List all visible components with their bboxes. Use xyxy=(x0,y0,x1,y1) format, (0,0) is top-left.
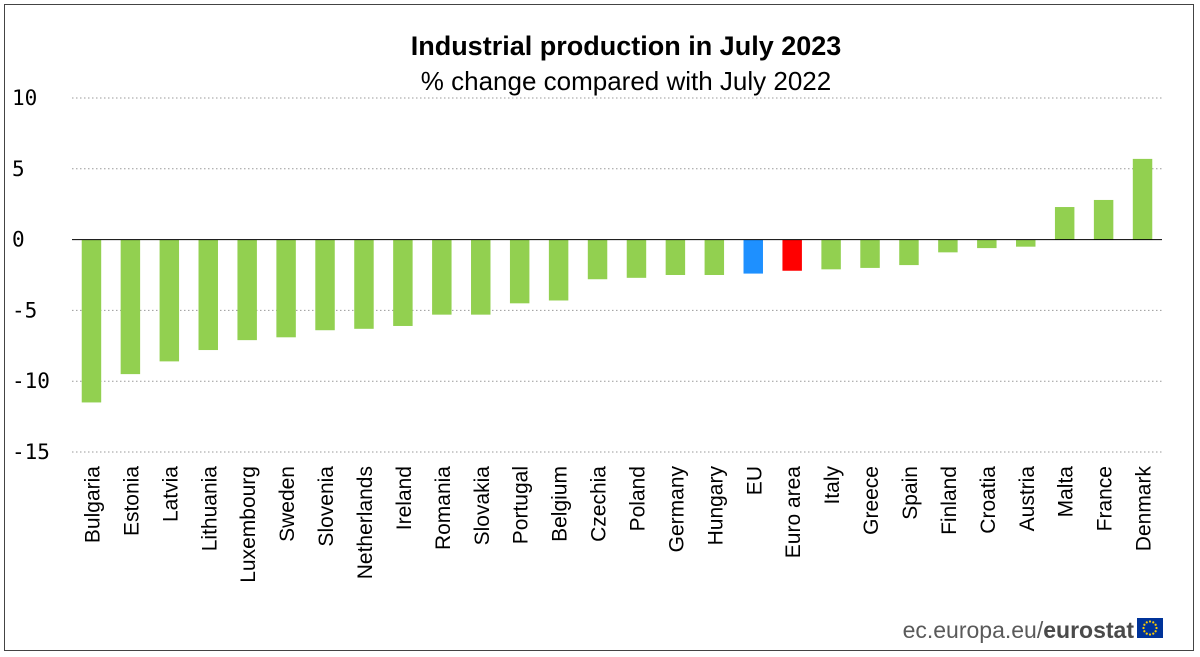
y-tick-label: -10 xyxy=(12,369,50,393)
flag-star xyxy=(1142,626,1145,630)
bar-romania xyxy=(432,239,452,315)
bar-greece xyxy=(860,239,880,268)
x-tick-label: Denmark xyxy=(1133,466,1156,552)
x-tick-label: Romania xyxy=(432,466,455,550)
bar-finland xyxy=(938,239,958,253)
y-axis-ticks: 10 5 0 -5 -10 -15 xyxy=(12,86,50,464)
flag-star xyxy=(1145,621,1148,624)
x-tick-label: Hungary xyxy=(704,466,727,546)
x-tick-label: Netherlands xyxy=(354,466,377,579)
bar-austria xyxy=(1016,239,1036,247)
bar-euro-area xyxy=(782,239,802,271)
x-tick-label: Spain xyxy=(899,466,922,520)
flag-star xyxy=(1152,632,1155,635)
bar-poland xyxy=(626,239,647,278)
bars xyxy=(81,158,1153,403)
chart-title: Industrial production in July 2023 xyxy=(411,31,842,61)
y-tick-label: 10 xyxy=(12,86,37,110)
flag-star xyxy=(1145,632,1148,635)
x-tick-label: EU xyxy=(743,466,766,495)
bar-bulgaria xyxy=(81,239,102,403)
x-tick-label: Czechia xyxy=(588,466,611,542)
x-tick-label: Euro area xyxy=(782,466,805,559)
bar-malta xyxy=(1054,207,1075,240)
flag-star xyxy=(1143,630,1146,633)
bar-spain xyxy=(899,239,919,266)
flag-star xyxy=(1148,620,1152,623)
bar-france xyxy=(1093,199,1114,240)
x-tick-label: Croatia xyxy=(977,466,1000,534)
gridlines xyxy=(72,97,1162,453)
bar-ireland xyxy=(393,239,413,326)
x-tick-label: Latvia xyxy=(159,466,182,522)
x-tick-label: Portugal xyxy=(510,466,533,544)
bar-lithuania xyxy=(198,239,218,351)
x-tick-label: Sweden xyxy=(276,466,299,542)
source-credit[interactable]: ec.europa.eu/eurostat xyxy=(903,617,1135,643)
y-tick-label: 0 xyxy=(12,228,25,252)
x-tick-label: Ireland xyxy=(393,466,416,530)
bar-italy xyxy=(821,239,841,270)
y-tick-label: -15 xyxy=(12,440,50,464)
bar-luxembourg xyxy=(237,239,257,341)
y-tick-label: -5 xyxy=(12,298,37,322)
bar-czechia xyxy=(587,239,608,280)
x-tick-label: Belgium xyxy=(549,466,572,542)
bar-latvia xyxy=(159,239,180,362)
x-tick-label: Germany xyxy=(665,466,688,553)
x-tick-label: Slovakia xyxy=(471,466,494,546)
x-tick-label: Poland xyxy=(626,466,649,531)
bar-hungary xyxy=(704,239,725,275)
x-tick-label: Austria xyxy=(1016,466,1039,532)
bar-slovakia xyxy=(471,239,491,315)
bar-eu xyxy=(743,239,763,274)
flag-star xyxy=(1152,621,1155,624)
x-axis-ticks: Bulgaria Estonia Latvia Lithuania Luxembourg… xyxy=(81,466,1155,583)
x-tick-label: Estonia xyxy=(120,466,143,536)
eu-flag-icon xyxy=(1137,618,1163,638)
flag-star xyxy=(1148,633,1152,636)
source-prefix: ec.europa.eu/ xyxy=(903,617,1044,643)
bar-slovenia xyxy=(315,239,335,331)
bar-sweden xyxy=(276,239,296,338)
x-tick-label: Bulgaria xyxy=(81,466,104,543)
bar-belgium xyxy=(548,239,569,301)
x-tick-label: Greece xyxy=(860,466,883,535)
flag-star xyxy=(1154,630,1157,633)
flag-star xyxy=(1154,623,1157,626)
x-tick-label: Luxembourg xyxy=(237,466,260,583)
bar-estonia xyxy=(120,239,141,375)
bar-germany xyxy=(665,239,686,275)
bar-croatia xyxy=(977,239,997,249)
flag-star xyxy=(1143,623,1146,626)
source-brand: eurostat xyxy=(1043,617,1134,643)
x-tick-label: Lithuania xyxy=(198,466,221,552)
x-tick-label: Malta xyxy=(1055,466,1078,518)
x-tick-label: Slovenia xyxy=(315,466,338,547)
chart-subtitle: % change compared with July 2022 xyxy=(421,66,831,96)
bar-portugal xyxy=(509,239,530,304)
x-tick-label: France xyxy=(1094,466,1117,531)
y-tick-label: 5 xyxy=(12,157,25,181)
bar-denmark xyxy=(1132,158,1153,240)
x-tick-label: Finland xyxy=(938,466,961,535)
flag-star xyxy=(1155,626,1158,630)
bar-netherlands xyxy=(354,239,374,329)
x-tick-label: Italy xyxy=(821,466,844,505)
